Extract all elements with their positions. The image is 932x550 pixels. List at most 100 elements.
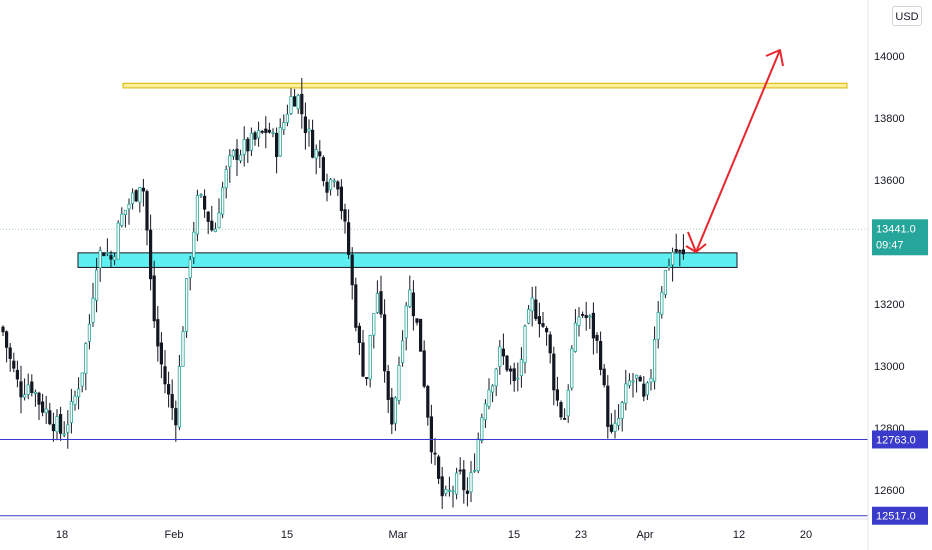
candle-down: [537, 316, 542, 325]
candle-up: [242, 139, 246, 155]
candle-up: [653, 339, 657, 382]
candle-down: [465, 490, 470, 494]
candle-up: [368, 334, 372, 380]
candle-up: [527, 309, 531, 324]
candle-down: [548, 334, 552, 354]
candle-up: [84, 343, 88, 374]
currency-button[interactable]: USD: [892, 6, 922, 26]
candle-down: [206, 211, 210, 222]
candle-up: [588, 315, 592, 318]
time-tick-label: Mar: [389, 529, 408, 541]
candle-up: [314, 149, 318, 159]
candle-down: [595, 334, 599, 341]
candle-up: [66, 424, 70, 433]
candle-up: [55, 416, 59, 433]
candle-up: [91, 297, 95, 323]
candles: [1, 77, 686, 509]
candle-up: [181, 331, 185, 367]
candle-down: [440, 476, 444, 497]
candle-up: [516, 377, 520, 380]
candle-down: [361, 342, 365, 377]
candle-down: [145, 191, 149, 231]
candle-down: [674, 248, 678, 252]
candle-down: [148, 229, 153, 280]
candle-up: [289, 96, 293, 114]
candle-down: [30, 381, 34, 393]
candle-down: [415, 318, 419, 323]
candle-up: [127, 203, 131, 210]
candle-down: [109, 255, 113, 260]
candle-down: [411, 292, 416, 317]
candle-up: [95, 269, 99, 301]
candle-up: [476, 438, 480, 472]
candle-down: [159, 342, 163, 365]
price-tick-label: 13600: [874, 175, 905, 187]
price-axis[interactable]: 1260012800130001320013400136001380014000: [874, 51, 905, 497]
candle-down: [163, 366, 167, 385]
candle-down: [545, 328, 549, 333]
projection-arrow[interactable]: [685, 49, 784, 253]
candle-down: [141, 187, 145, 192]
resistance-zone[interactable]: [122, 82, 848, 89]
candle-down: [260, 130, 264, 133]
candle-down: [152, 275, 156, 322]
price-zones[interactable]: [77, 82, 848, 268]
price-tick-label: 14000: [874, 51, 905, 63]
candle-up: [238, 154, 243, 161]
candle-up: [278, 127, 282, 157]
candle-down: [606, 385, 610, 427]
candle-up: [231, 150, 235, 157]
horizontal-lines[interactable]: [0, 438, 868, 517]
candle-down: [19, 381, 23, 398]
support-resistance-zone[interactable]: [77, 252, 738, 268]
candle-down: [102, 253, 106, 257]
candle-up: [483, 403, 488, 421]
candle-down: [318, 151, 322, 157]
time-axis[interactable]: 18 Feb 15 Mar 15 23 Apr 12 20: [56, 529, 812, 541]
candle-up: [631, 380, 635, 383]
candle-up: [228, 155, 232, 168]
candle-down: [433, 452, 437, 455]
candle-up: [519, 359, 524, 377]
candle-down: [458, 469, 462, 472]
candle-up: [73, 395, 77, 405]
candle-down: [1, 326, 5, 333]
arrow-pivot[interactable]: [685, 243, 707, 253]
candle-down: [246, 138, 250, 152]
candle-down: [552, 353, 556, 391]
candle-up: [217, 212, 221, 229]
candle-up: [372, 313, 376, 336]
arrow-path[interactable]: [687, 49, 781, 253]
candle-down: [321, 157, 326, 182]
candle-up: [62, 433, 66, 436]
arrowhead-icon[interactable]: [765, 49, 784, 67]
price-tick-label: 13000: [874, 361, 905, 373]
candle-up: [332, 180, 336, 183]
last-price-countdown: 09:47: [876, 239, 904, 251]
candle-up: [487, 389, 491, 407]
candle-up: [613, 422, 617, 432]
candle-up: [130, 192, 135, 204]
candle-up: [256, 130, 261, 139]
line-price-badge: [872, 506, 928, 525]
candle-down: [555, 389, 560, 401]
candle-down: [602, 368, 606, 386]
candle-up: [663, 270, 668, 295]
candle-down: [418, 318, 423, 352]
candle-up: [498, 346, 502, 367]
candle-up: [375, 293, 380, 313]
candle-up: [213, 228, 217, 233]
candle-up: [307, 128, 311, 132]
candle-up: [523, 325, 527, 364]
candle-down: [584, 315, 588, 319]
candle-up: [296, 94, 300, 110]
candle-down: [59, 414, 63, 434]
candle-up: [490, 385, 495, 393]
candle-up: [444, 489, 448, 494]
candle-down: [581, 313, 585, 316]
candle-down: [429, 416, 434, 453]
candle-down: [390, 397, 394, 425]
price-tick-label: 13200: [874, 299, 905, 311]
candle-up: [494, 368, 498, 387]
